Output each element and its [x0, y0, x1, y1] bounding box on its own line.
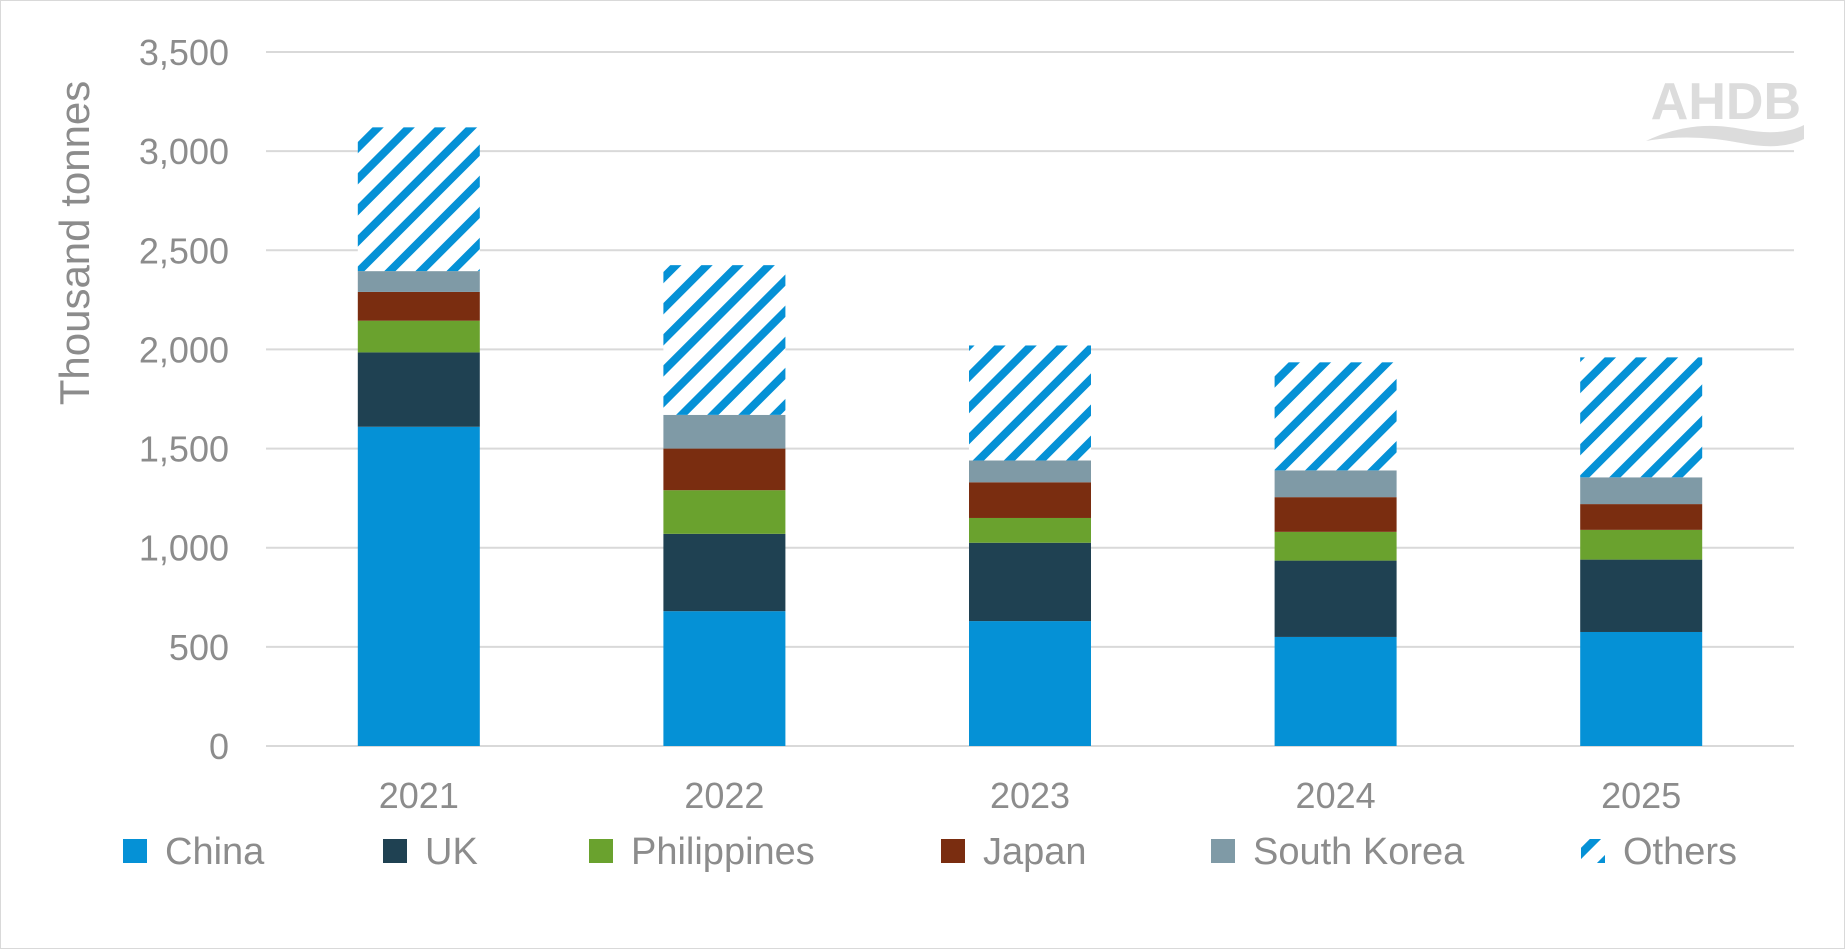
- x-axis-ticks: 2021 2022 2023 2024 2025: [379, 775, 1681, 816]
- y-tick-label: 1,000: [139, 528, 229, 569]
- bar-china-2024: [1274, 636, 1397, 746]
- logo-swoosh: [1646, 125, 1804, 147]
- bar-others-2023: [969, 345, 1091, 461]
- bar-japan-2022: [663, 448, 786, 491]
- bar-japan-2021: [357, 291, 480, 321]
- y-tick-label: 1,500: [139, 429, 229, 470]
- x-tick-label: 2024: [1296, 775, 1376, 816]
- y-tick-label: 3,500: [139, 32, 229, 73]
- y-tick-label: 2,500: [139, 230, 229, 271]
- legend-swatch-japan: [941, 839, 965, 863]
- bar-philippines-2024: [1274, 531, 1397, 561]
- legend-label: Philippines: [631, 831, 815, 873]
- bar-philippines-2023: [969, 517, 1091, 543]
- legend-label: South Korea: [1253, 831, 1465, 873]
- x-tick-label: 2021: [379, 775, 459, 816]
- bar-uk-2023: [969, 542, 1091, 622]
- logo-text: AHDB: [1651, 73, 1801, 131]
- legend-swatch-uk: [383, 839, 407, 863]
- bar-philippines-2021: [357, 320, 480, 353]
- legend-label: China: [165, 831, 265, 873]
- bar-others-2024: [1274, 362, 1397, 471]
- legend-swatch-china: [123, 839, 147, 863]
- y-tick-label: 500: [169, 627, 229, 668]
- bar-philippines-2022: [663, 490, 786, 534]
- bar-others-2021: [357, 127, 480, 272]
- bar-japan-2023: [969, 482, 1091, 518]
- legend-swatch-others: [1581, 839, 1605, 863]
- bar-japan-2024: [1274, 497, 1397, 532]
- y-tick-label: 0: [209, 726, 229, 767]
- bar-china-2023: [969, 621, 1091, 746]
- legend-swatch-south-korea: [1211, 839, 1235, 863]
- bar-south-korea-2024: [1274, 470, 1397, 498]
- ahdb-logo: AHDB: [1646, 73, 1804, 147]
- bar-uk-2022: [663, 533, 786, 612]
- bar-china-2025: [1580, 631, 1703, 746]
- bar-uk-2025: [1580, 559, 1703, 632]
- legend-swatch-philippines: [589, 839, 613, 863]
- bar-south-korea-2022: [663, 414, 786, 449]
- bar-south-korea-2021: [357, 271, 480, 292]
- y-tick-label: 3,000: [139, 131, 229, 172]
- bar-china-2021: [357, 426, 480, 746]
- y-axis-ticks: 0 500 1,000 1,500 2,000 2,500 3,000 3,500: [139, 32, 229, 767]
- y-axis-title: Thousand tonnes: [51, 81, 98, 406]
- bar-others-2025: [1580, 357, 1703, 478]
- bar-south-korea-2023: [969, 460, 1091, 483]
- legend-label: UK: [425, 831, 478, 873]
- bar-uk-2021: [357, 352, 480, 427]
- x-tick-label: 2022: [684, 775, 764, 816]
- legend-label: Japan: [983, 831, 1087, 873]
- legend-label: Others: [1623, 831, 1737, 873]
- bar-uk-2024: [1274, 560, 1397, 637]
- bar-south-korea-2025: [1580, 477, 1703, 505]
- x-tick-label: 2023: [990, 775, 1070, 816]
- legend: China UK Philippines Japan South Korea Others: [123, 831, 1737, 873]
- bar-philippines-2025: [1580, 529, 1703, 560]
- bar-others-2022: [663, 265, 786, 415]
- bar-china-2022: [663, 611, 786, 746]
- bars: [357, 127, 1703, 746]
- x-tick-label: 2025: [1601, 775, 1681, 816]
- bar-japan-2025: [1580, 504, 1703, 530]
- y-tick-label: 2,000: [139, 329, 229, 370]
